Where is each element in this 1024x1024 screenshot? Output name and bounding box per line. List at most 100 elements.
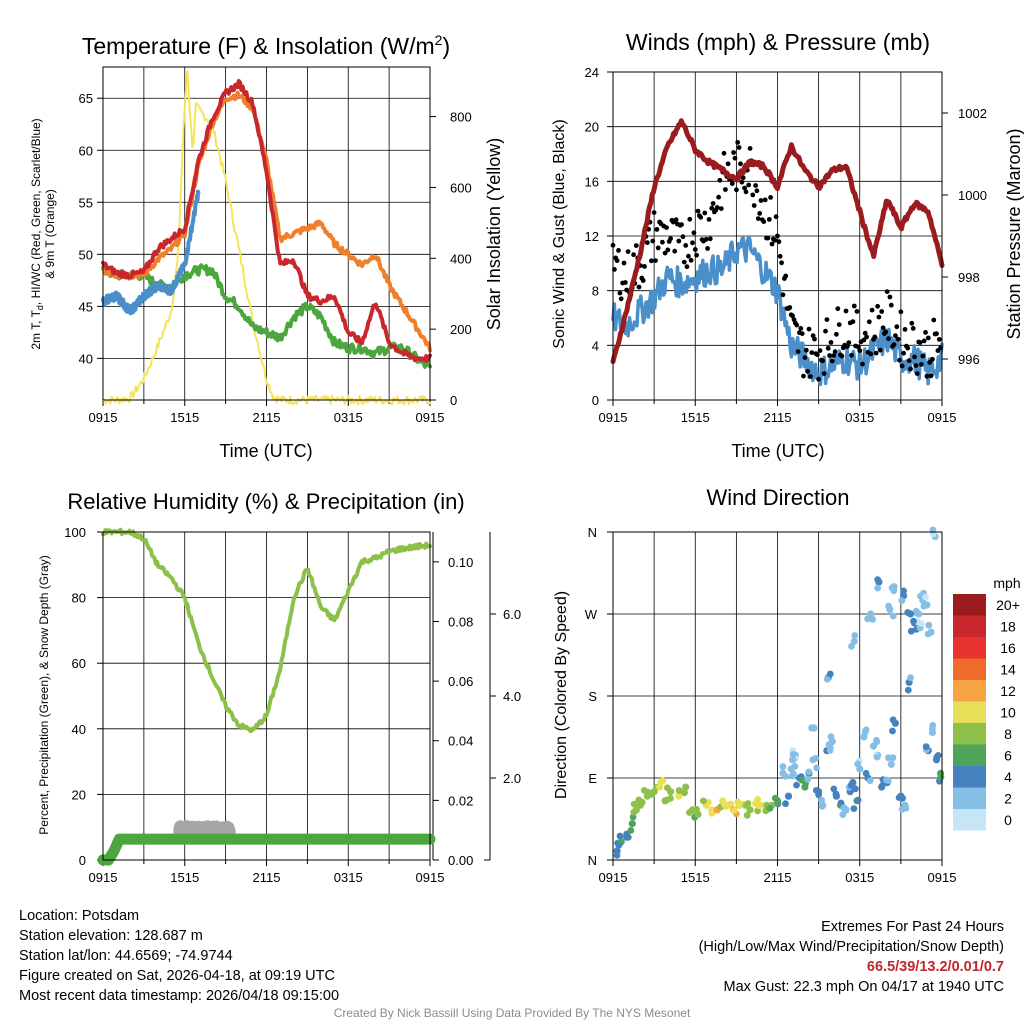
gust-point (931, 317, 937, 323)
speed-legend-label: 20+ (996, 597, 1020, 613)
direction-point (823, 675, 831, 683)
gust-point (668, 236, 673, 242)
direction-point (613, 852, 621, 859)
direction-point (874, 584, 882, 592)
humidity-ytick-label: 0 (79, 853, 86, 868)
speed-legend-label: 16 (1000, 640, 1016, 656)
winds-ytick-label: 8 (592, 284, 599, 299)
direction-point (912, 607, 920, 615)
direction-point (864, 615, 871, 623)
gust-point (777, 253, 783, 259)
gust-point (856, 344, 861, 350)
gust-point (776, 239, 782, 245)
direction-point (818, 796, 825, 804)
gust-point (801, 373, 806, 379)
snow-ytick-label: 4.0 (503, 689, 521, 704)
gust-point (816, 376, 821, 382)
precip-ytick-label: 0.10 (448, 555, 473, 570)
direction-point (924, 630, 932, 638)
gust-point (761, 219, 767, 225)
direction-point (904, 609, 912, 616)
winds-ytick-label: 12 (585, 229, 599, 244)
station-info: Location: Potsdam Station elevation: 128… (19, 906, 339, 1006)
gust-point (617, 290, 623, 296)
location-text: Location: Potsdam (19, 908, 140, 924)
credit-text: Created By Nick Bassill Using Data Provi… (333, 1006, 691, 1020)
gust-point (718, 206, 724, 212)
recent-data-text: Most recent data timestamp: 2026/04/18 0… (19, 988, 340, 1004)
extremes-title: Extremes For Past 24 Hours (821, 919, 1004, 935)
latlon-text: Station lat/lon: 44.6569; -74.9744 (19, 948, 233, 964)
gust-point (808, 374, 813, 379)
direction-point (755, 802, 763, 810)
gust-point (928, 373, 934, 379)
gust-point (640, 278, 646, 283)
speed-legend-label: 18 (1000, 619, 1016, 635)
humidity-ylabel: Percent, Precipitation (Green), & Snow D… (37, 555, 51, 834)
direction-point (854, 796, 862, 804)
gust-point (660, 239, 665, 245)
winds-ytick-label: 0 (592, 393, 599, 408)
gust-point (836, 322, 842, 327)
gust-point (739, 179, 745, 185)
insolation-ylabel: Solar Insolation (Yellow) (484, 138, 504, 330)
direction-point (885, 754, 892, 762)
gust-point (740, 175, 746, 181)
direction-point (933, 753, 941, 761)
gust-point (891, 342, 897, 347)
temperature-xtick-label: 2115 (253, 410, 281, 425)
gust-point (914, 371, 920, 376)
direction-xtick-label: 0315 (845, 870, 874, 885)
gust-point (794, 322, 800, 328)
gust-point (676, 238, 682, 244)
gust-point (622, 280, 628, 285)
gust-point (860, 361, 865, 367)
speed-legend-swatch (953, 809, 986, 831)
direction-point (827, 733, 835, 740)
humidity-ytick-label: 80 (72, 591, 86, 606)
direction-point (826, 744, 834, 751)
direction-point (627, 827, 635, 834)
winds-ytick-label: 20 (585, 120, 599, 135)
gust-point (829, 358, 835, 364)
gust-point (742, 185, 747, 191)
speed-legend-title: mph (993, 575, 1020, 591)
gust-point (757, 211, 763, 216)
insolation-line (102, 69, 431, 406)
temp-2m-line (101, 79, 432, 363)
gust-point (755, 216, 761, 222)
extremes-description: (High/Low/Max Wind/Precipitation/Snow De… (698, 939, 1004, 955)
gust-point (905, 345, 911, 351)
winds-ylabel: Sonic Wind & Gust (Blue, Black) (551, 119, 568, 348)
direction-point (700, 797, 707, 805)
direction-point (852, 785, 859, 793)
temperature-ytick-label: 55 (79, 195, 93, 210)
gust-point (886, 336, 891, 342)
gust-point (887, 294, 893, 300)
gust-point (683, 243, 689, 248)
gust-point (901, 350, 906, 356)
direction-point (848, 642, 855, 650)
temp-9m-line (101, 90, 432, 353)
gust-point (664, 225, 669, 231)
humidity-xtick-label: 1515 (170, 870, 199, 885)
winds-frame (612, 71, 943, 401)
gust-point (795, 349, 801, 354)
gust-point (705, 246, 710, 251)
direction-point (616, 832, 624, 840)
speed-legend-swatch (953, 658, 986, 680)
winds-ytick-label: 16 (585, 174, 599, 189)
direction-point (804, 775, 812, 783)
gust-point (747, 146, 753, 151)
direction-point (675, 792, 683, 800)
direction-point (861, 728, 869, 736)
direction-point (638, 798, 646, 806)
speed-legend-swatch (953, 615, 986, 637)
direction-ytick-label: N (588, 853, 597, 868)
humidity-ytick-label: 60 (72, 656, 86, 671)
gust-point (861, 337, 867, 343)
direction-ytick-label: E (588, 771, 597, 786)
direction-point (681, 789, 688, 796)
created-text: Figure created on Sat, 2026-04-18, at 09… (19, 968, 335, 984)
gust-point (908, 366, 913, 372)
